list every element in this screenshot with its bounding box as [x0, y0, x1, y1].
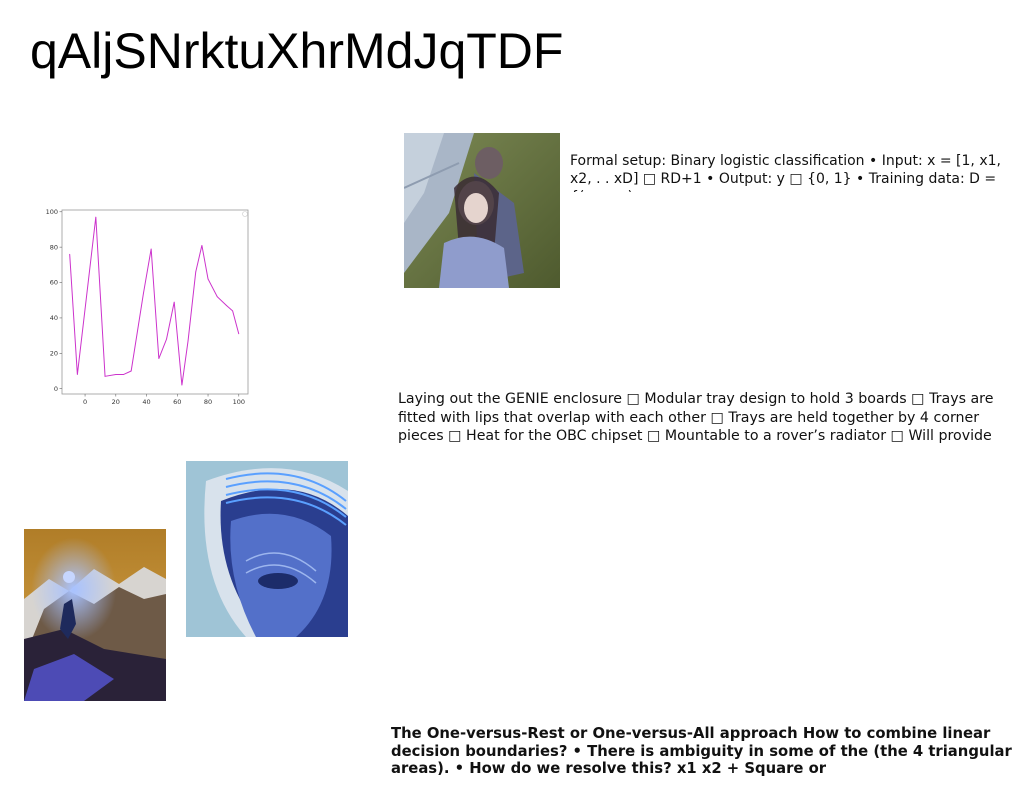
data-point [216, 296, 218, 298]
y-tick-label: 60 [50, 279, 58, 287]
data-point [238, 333, 240, 335]
corner-marker [242, 211, 248, 217]
y-tick-label: 40 [50, 314, 58, 322]
data-point [84, 308, 86, 310]
data-point [69, 253, 71, 255]
x-tick-label: 80 [204, 398, 212, 406]
data-point [150, 248, 152, 250]
series-points [69, 216, 240, 386]
one-vs-rest-text: The One-versus-Rest or One-versus-All ap… [391, 725, 1017, 777]
data-point [143, 292, 144, 294]
line-chart: 0 20 40 60 80 100 0 20 40 60 80 100 [46, 208, 249, 406]
x-tick-label: 100 [233, 398, 245, 406]
mountain-scene-photo [24, 529, 166, 701]
data-point [104, 375, 106, 377]
data-point [76, 374, 78, 375]
x-tick-label: 40 [142, 398, 150, 406]
data-point [173, 301, 175, 303]
x-tick-label: 20 [112, 398, 120, 406]
page-title: qAljSNrktuXhrMdJqTDF [30, 23, 564, 79]
formal-setup-text: Formal setup: Binary logistic classifica… [570, 153, 1001, 192]
data-point [181, 384, 183, 386]
data-point [207, 278, 209, 280]
futuristic-helmet-photo [186, 461, 348, 637]
y-tick-label: 100 [46, 208, 58, 216]
y-tick-label: 20 [50, 350, 58, 358]
data-point [115, 374, 117, 375]
data-point [130, 370, 132, 372]
x-tick-label: 0 [83, 398, 87, 406]
data-point [226, 305, 227, 306]
y-tick-label: 0 [54, 385, 58, 393]
data-point [95, 216, 97, 218]
series-line [69, 217, 240, 386]
data-point [201, 244, 203, 246]
y-axis-ticks: 0 20 40 60 80 100 [46, 208, 62, 393]
data-point [187, 340, 189, 342]
couple-in-water-photo [404, 133, 560, 288]
data-point [166, 338, 167, 340]
data-point [158, 358, 160, 360]
x-tick-label: 60 [173, 398, 181, 406]
data-point [123, 374, 124, 375]
y-tick-label: 80 [50, 243, 58, 251]
x-axis-ticks: 0 20 40 60 80 100 [83, 394, 245, 406]
data-point [195, 271, 197, 273]
genie-enclosure-text: Laying out the GENIE enclosure □ Modular… [398, 391, 994, 448]
data-point [232, 310, 234, 312]
